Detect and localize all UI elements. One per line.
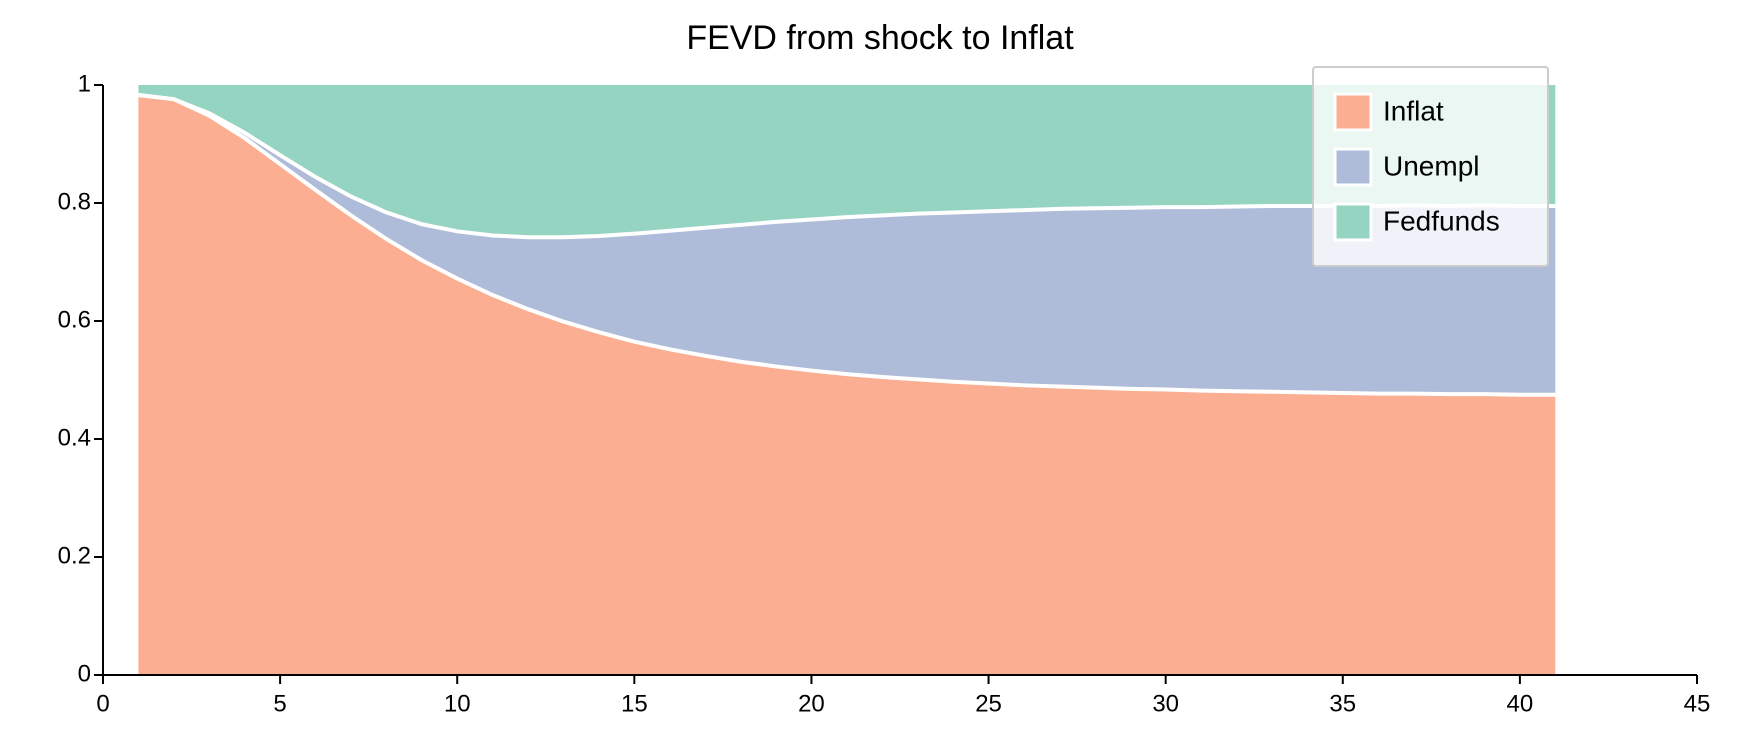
- x-tick-label: 20: [798, 690, 825, 717]
- boundary-inflat: [138, 93, 1556, 397]
- y-tick-label: 0.6: [58, 306, 91, 333]
- area-inflat: [138, 95, 1556, 675]
- x-tick-label: 10: [444, 690, 471, 717]
- x-tick-label: 40: [1507, 690, 1534, 717]
- axes: 0 5 10 15 20 25 30 35 40 45 0 0.2 0.4 0.6 0.8 1: [58, 70, 1711, 717]
- y-tick-label: 0.4: [58, 424, 91, 451]
- x-tick-label: 0: [96, 690, 109, 717]
- legend-label-unempl: Unempl: [1383, 150, 1479, 181]
- legend-label-inflat: Inflat: [1383, 95, 1444, 126]
- legend: Inflat Unempl Fedfunds: [1312, 66, 1549, 267]
- legend-swatch-unempl: [1333, 147, 1373, 187]
- legend-swatch-inflat: [1333, 92, 1373, 132]
- x-tick-label: 15: [621, 690, 648, 717]
- x-tick-label: 5: [273, 690, 286, 717]
- chart-title: FEVD from shock to Inflat: [686, 19, 1074, 57]
- x-tick-label: 35: [1329, 690, 1356, 717]
- y-tick-label: 0.8: [58, 188, 91, 215]
- area-unempl: [138, 95, 1556, 395]
- y-tick-label: 0: [78, 660, 91, 687]
- y-tick-label: 0.2: [58, 542, 91, 569]
- x-tick-label: 45: [1684, 690, 1711, 717]
- y-tick-label: 1: [78, 70, 91, 97]
- stacked-areas: [138, 85, 1556, 675]
- x-tick-label: 30: [1152, 690, 1179, 717]
- area-fedfunds: [138, 85, 1556, 238]
- x-tick-label: 25: [975, 690, 1002, 717]
- legend-swatch-fedfunds: [1333, 202, 1373, 242]
- legend-label-fedfunds: Fedfunds: [1383, 205, 1500, 236]
